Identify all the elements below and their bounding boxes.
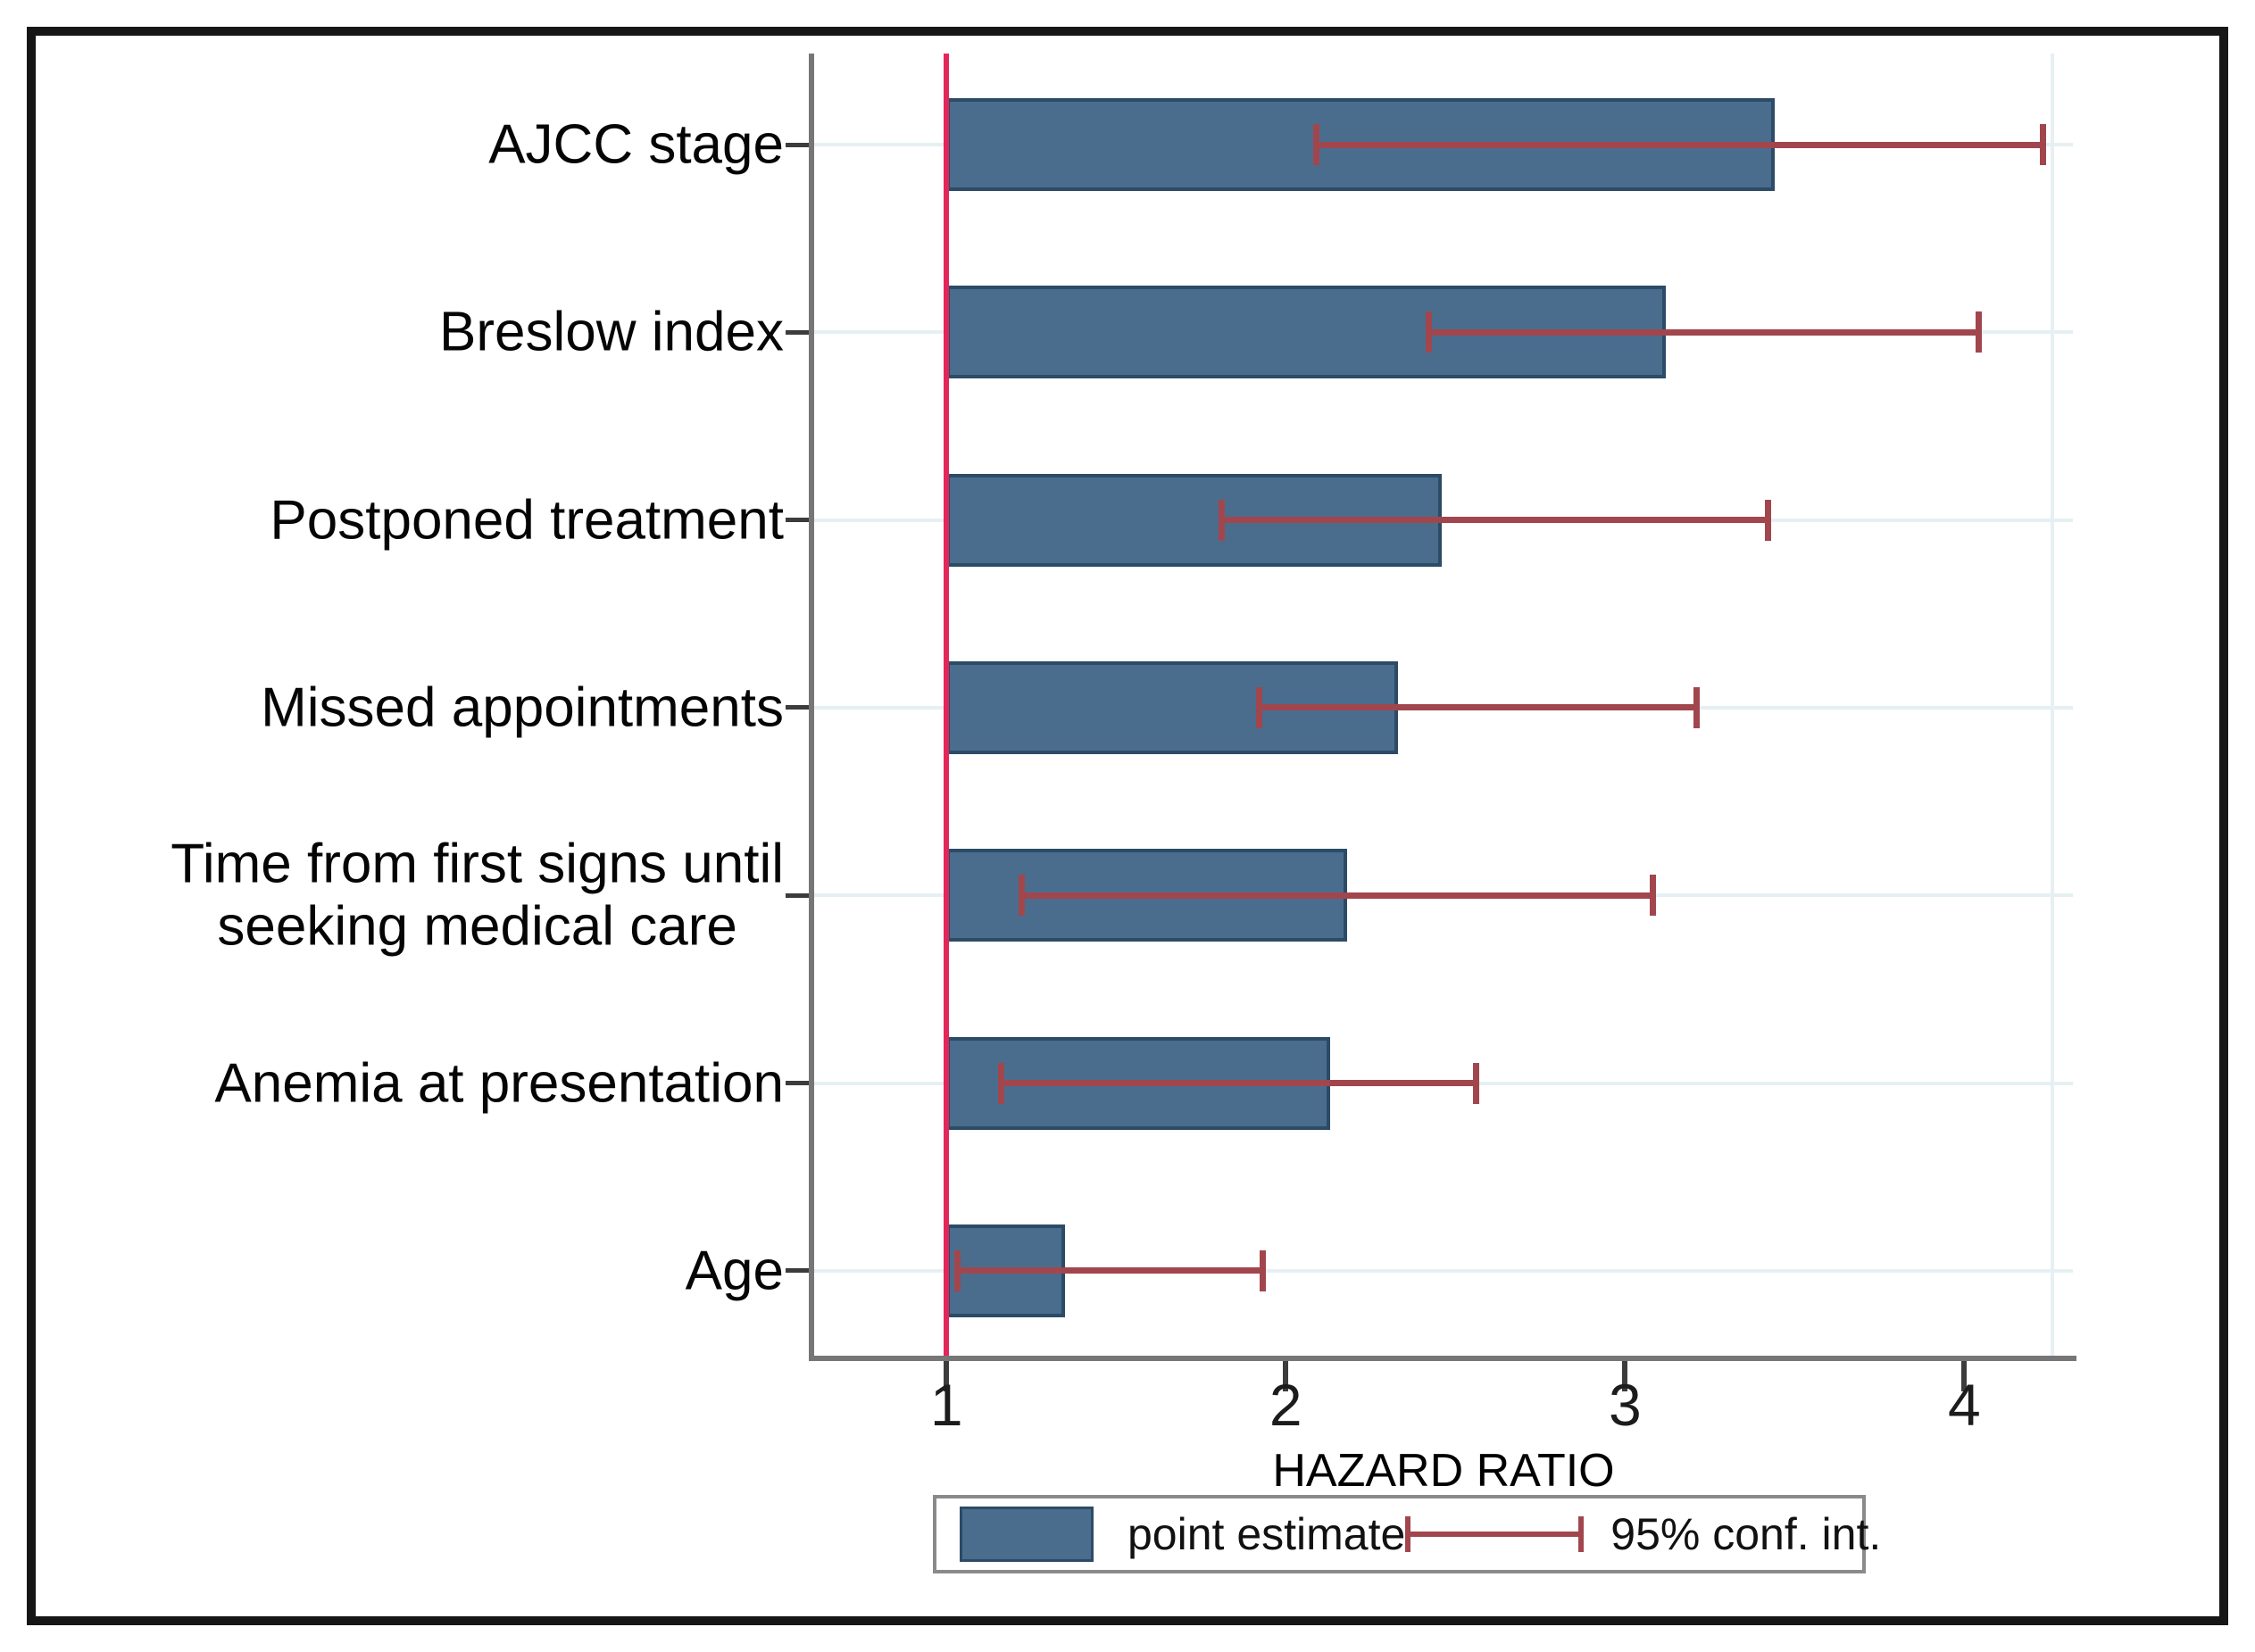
y-axis-line [809, 54, 814, 1361]
category-label: Breslow index [45, 302, 784, 363]
category-label-text: Age [685, 1240, 784, 1302]
error-bar-line [956, 1267, 1262, 1274]
x-axis-tick [1961, 1361, 1968, 1391]
category-label-text: Time from first signs until seeking medi… [171, 833, 784, 958]
category-label-text: Anemia at presentation [214, 1051, 784, 1114]
x-axis-tick [1622, 1361, 1628, 1391]
x-axis-tick-label: 4 [1948, 1372, 1981, 1438]
y-axis-tick [786, 142, 809, 147]
error-bar-cap-high [1693, 686, 1701, 728]
legend-errorbar-glyph [1405, 1512, 1585, 1557]
error-bar-cap-low [1313, 124, 1320, 165]
y-axis-tick [786, 1268, 809, 1274]
error-bar-line [1221, 517, 1768, 524]
legend-label-conf-int: 95% conf. int. [1610, 1509, 1882, 1559]
chart-frame: AJCC stage Breslow index Postponed treatme… [27, 27, 2228, 1625]
error-bar-cap-low [1018, 875, 1025, 917]
error-bar-line [1001, 1080, 1477, 1087]
x-axis-title: HAZARD RATIO [1272, 1445, 1615, 1497]
error-bar-cap-low [998, 1062, 1005, 1104]
y-axis-tick [786, 1081, 809, 1086]
plot-area [814, 54, 2073, 1356]
legend-errorbar-line [1405, 1532, 1585, 1537]
error-bar-line [1020, 892, 1652, 899]
y-axis-tick [786, 329, 809, 335]
y-axis-tick [786, 705, 809, 710]
category-label-text: Postponed treatment [270, 488, 784, 551]
category-label: Missed appointments [45, 677, 784, 738]
error-bar-line [1258, 704, 1697, 711]
legend-errorbar-cap-right [1578, 1516, 1585, 1552]
gridline-vertical [2051, 54, 2054, 1356]
x-axis-tick [1283, 1361, 1289, 1391]
error-bar-cap-high [1473, 1062, 1480, 1104]
x-axis-line [809, 1356, 2076, 1361]
gridline [814, 1268, 2073, 1273]
error-bar-cap-low [1219, 499, 1226, 541]
x-axis-tick [944, 1361, 950, 1391]
legend: point estimate 95% conf. int. [933, 1495, 1881, 1573]
category-label: Postponed treatment [45, 489, 784, 551]
error-bar-cap-high [1764, 499, 1771, 541]
y-axis-tick [786, 892, 809, 898]
category-labels-column: AJCC stage Breslow index Postponed treatme… [45, 54, 784, 1356]
error-bar-line [1316, 141, 2043, 148]
category-label: Time from first signs until seeking medi… [45, 834, 784, 958]
legend-errorbar-cap-left [1405, 1516, 1411, 1552]
x-axis-tick-label: 1 [929, 1372, 963, 1438]
error-bar-cap-low [953, 1249, 961, 1291]
category-label: Age [45, 1240, 784, 1301]
x-axis-tick-label: 2 [1269, 1372, 1302, 1438]
error-bar-cap-high [2039, 124, 2046, 165]
bar [946, 286, 1666, 379]
category-label-text: Missed appointments [261, 677, 784, 739]
category-label: Anemia at presentation [45, 1052, 784, 1114]
error-bar-cap-high [1649, 875, 1656, 917]
error-bar-cap-high [1975, 311, 1982, 353]
category-label-text: AJCC stage [488, 113, 784, 176]
y-axis-tick [786, 518, 809, 523]
error-bar-cap-high [1259, 1249, 1266, 1291]
reference-line [944, 54, 950, 1356]
category-label: AJCC stage [45, 113, 784, 175]
x-axis-tick-label: 3 [1608, 1372, 1642, 1438]
error-bar-line [1427, 328, 1978, 336]
legend-label-point-estimate: point estimate [1128, 1509, 1406, 1559]
legend-bar-swatch [960, 1507, 1094, 1562]
error-bar-cap-low [1255, 686, 1262, 728]
category-label-text: Breslow index [439, 301, 784, 363]
error-bar-cap-low [1425, 311, 1432, 353]
